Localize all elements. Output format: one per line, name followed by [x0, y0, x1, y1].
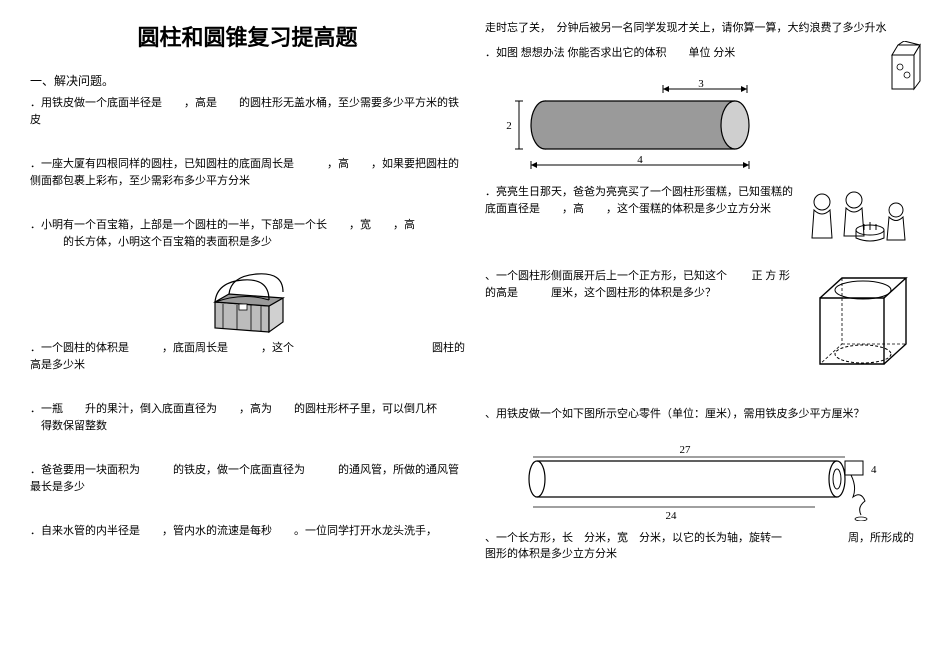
question-3: ．小明有一个百宝箱，上部是一个圆柱的一半，下部是一个长 ，宽 ，高 的长方体，小… — [30, 217, 465, 250]
question-5: ．一瓶 升的果汁，倒入底面直径为 ，高为 的圆柱形杯子里，可以倒几杯 得数保留整… — [30, 401, 465, 434]
dim-24: 24 — [666, 510, 678, 521]
birthday-icon — [800, 184, 920, 254]
dim-4b: 4 — [871, 464, 877, 476]
section-header: 一、解决问题。 — [30, 72, 465, 89]
question-4: ．一个圆柱的体积是 ，底面周长是 ，这个 圆柱的 高是多少米 — [30, 340, 465, 373]
question-1: ．用铁皮做一个底面半径是 ，高是 的圆柱形无盖水桶，至少需要多少平方米的铁皮 — [30, 95, 465, 128]
cube-cylinder-icon — [800, 268, 920, 378]
q4-part1: ．一个圆柱的体积是 ，底面周长是 ，这个 — [30, 342, 294, 354]
question-7: ．自来水管的内半径是 ，管内水的流速是每秒 。一位同学打开水龙头洗手， — [30, 523, 465, 540]
question-11: 、用铁皮做一个如下图所示空心零件（单位：厘米），需用铁皮多少平方厘米？ — [485, 406, 920, 423]
chest-figure — [30, 268, 465, 338]
cylinder-figure: 3 2 4 — [485, 79, 920, 180]
page-title: 圆柱和圆锥复习提高题 — [30, 20, 465, 52]
dim-2: 2 — [506, 120, 512, 132]
q3-line2: 的长方体，小明这个百宝箱的表面积是多少 — [30, 236, 272, 248]
q10-right: 正 方 形 — [752, 268, 791, 285]
dim-3: 3 — [698, 79, 704, 90]
q10-line2: 的高是 厘米，这个圆柱形的体积是多少？ — [485, 287, 716, 299]
q5-line2: 得数保留整数 — [30, 420, 107, 432]
q10-line1: 、一个圆柱形侧面展开后上一个正方形，已知这个 — [485, 270, 727, 282]
treasure-chest-icon — [203, 268, 293, 338]
left-column: 圆柱和圆锥复习提高题 一、解决问题。 ．用铁皮做一个底面半径是 ，高是 的圆柱形… — [30, 20, 465, 577]
pipe-figure: 27 4 24 — [485, 441, 920, 526]
question-10: 、一个圆柱形侧面展开后上一个正方形，已知这个 正 方 形 的高是 厘米，这个圆柱… — [485, 268, 920, 378]
q4-part3: 圆柱的 — [432, 340, 465, 357]
right-column: 走时忘了关， 分钟后被另一名同学发现才关上，请你算一算，大约浪费了多少升水 ．如… — [485, 20, 920, 577]
dim-4: 4 — [637, 154, 643, 166]
question-6: ．爸爸要用一块面积为 的铁皮，做一个底面直径为 的通风管，所做的通风管最长是多少 — [30, 462, 465, 495]
question-7-cont: 走时忘了关， 分钟后被另一名同学发现才关上，请你算一算，大约浪费了多少升水 — [485, 20, 920, 37]
q4-part2: 高是多少米 — [30, 359, 85, 371]
q3-line1: ．小明有一个百宝箱，上部是一个圆柱的一半，下部是一个长 ，宽 ，高 — [30, 219, 415, 231]
q9-text: ．亮亮生日那天，爸爸为亮亮买了一个圆柱形蛋糕，已知蛋糕的底面直径是 ，高 ，这个… — [485, 186, 793, 215]
question-8: ．如图 想想办法 你能否求出它的体积 单位 分米 — [485, 45, 920, 62]
dim-27: 27 — [680, 444, 692, 456]
milk-carton-icon — [884, 41, 924, 93]
question-2: ．一座大厦有四根同样的圆柱，已知圆柱的底面周长是 ，高 ，如果要把圆柱的侧面都包… — [30, 156, 465, 189]
question-9: ．亮亮生日那天，爸爸为亮亮买了一个圆柱形蛋糕，已知蛋糕的底面直径是 ，高 ，这个… — [485, 184, 920, 254]
q5-line1: ．一瓶 升的果汁，倒入底面直径为 ，高为 的圆柱形杯子里，可以倒几杯 — [30, 403, 437, 415]
question-12: 、一个长方形，长 分米，宽 分米，以它的长为轴，旋转一 周，所形成的图形的体积是… — [485, 530, 920, 563]
